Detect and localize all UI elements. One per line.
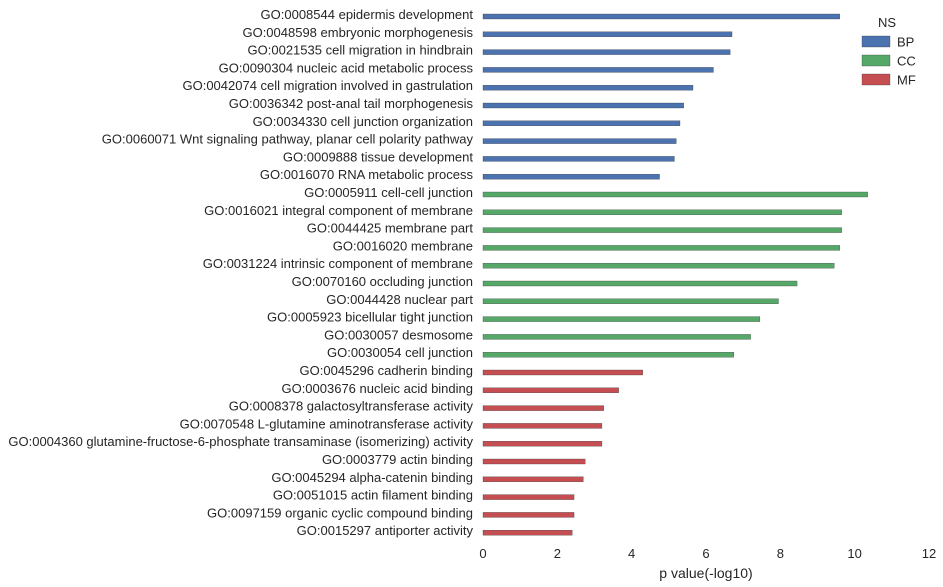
category-label: GO:0005923 bicellular tight junction [267, 310, 473, 325]
x-axis-ticks: 0 2 4 6 8 10 12 [479, 546, 936, 561]
bars [482, 13, 868, 536]
category-label: GO:0030057 desmosome [324, 327, 473, 342]
category-label: GO:0003779 actin binding [322, 452, 473, 467]
bar-mf [482, 405, 604, 411]
category-label: GO:0051015 actin filament binding [273, 488, 473, 503]
category-label: GO:0036342 post-anal tail morphogenesis [229, 96, 474, 111]
category-label: GO:0016020 membrane [333, 238, 473, 253]
category-label: GO:0097159 organic cyclic compound bindi… [207, 505, 473, 520]
bar-mf [482, 458, 586, 465]
bar-cc [482, 334, 751, 340]
bar-bp [482, 174, 660, 180]
category-label: GO:0016070 RNA metabolic process [260, 167, 474, 182]
bar-bp [482, 156, 675, 162]
x-tick-label: 4 [628, 546, 635, 561]
category-label: GO:0045294 alpha-catenin binding [271, 470, 473, 485]
category-label: GO:0042074 cell migration involved in ga… [182, 78, 473, 93]
bar-bp [482, 31, 733, 37]
bar-bp [482, 13, 840, 20]
legend-swatch-bp [861, 35, 891, 48]
category-label: GO:0044428 nuclear part [326, 292, 473, 307]
bar-mf [482, 494, 575, 500]
legend-title: NS [878, 15, 896, 30]
bar-cc [482, 352, 735, 358]
bar-mf [482, 387, 619, 393]
bar-cc [482, 191, 868, 198]
category-label: GO:0060071 Wnt signaling pathway, planar… [102, 132, 474, 147]
category-label: GO:0003676 nucleic acid binding [281, 381, 473, 396]
category-label: GO:0016021 integral component of membran… [204, 203, 473, 218]
legend: NS BP CC MF [861, 15, 916, 88]
bar-bp [482, 85, 694, 91]
legend-label-bp: BP [897, 35, 914, 50]
category-label: GO:0021535 cell migration in hindbrain [248, 43, 473, 58]
category-label: GO:0034330 cell junction organization [253, 114, 473, 129]
bar-mf [482, 530, 573, 536]
category-label: GO:0004360 glutamine-fructose-6-phosphat… [8, 434, 473, 449]
category-label: GO:0090304 nucleic acid metabolic proces… [219, 60, 474, 75]
category-label: GO:0005911 cell-cell junction [304, 185, 473, 200]
category-label: GO:0070160 occluding junction [292, 274, 473, 289]
bar-cc [482, 280, 798, 287]
category-label: GO:0030054 cell junction [327, 345, 473, 360]
x-tick-label: 6 [702, 546, 709, 561]
category-label: GO:0031224 intrinsic component of membra… [203, 256, 473, 271]
bar-mf [482, 512, 575, 518]
bar-cc [482, 209, 842, 215]
bar-cc [482, 227, 842, 233]
bar-cc [482, 316, 761, 322]
x-tick-label: 2 [554, 546, 561, 561]
x-tick-label: 0 [479, 546, 486, 561]
category-label: GO:0070548 L-glutamine aminotransferase … [180, 416, 474, 431]
legend-swatch-cc [861, 54, 891, 67]
x-tick-label: 12 [922, 546, 936, 561]
bar-mf [482, 369, 643, 376]
x-tick-label: 10 [847, 546, 861, 561]
bar-cc [482, 245, 840, 251]
bar-mf [482, 441, 603, 447]
x-tick-label: 8 [777, 546, 784, 561]
bar-mf [482, 423, 603, 429]
category-label: GO:0045296 cadherin binding [300, 363, 473, 378]
bar-bp [482, 102, 684, 109]
bar-cc [482, 298, 779, 304]
bar-bp [482, 138, 677, 144]
category-label: GO:0008544 epidermis development [261, 7, 474, 22]
category-label: GO:0008378 galactosyltransferase activit… [229, 399, 474, 414]
bar-cc [482, 263, 835, 269]
bar-bp [482, 120, 681, 126]
category-label: GO:0009888 tissue development [283, 149, 473, 164]
legend-swatch-mf [861, 73, 891, 86]
category-label: GO:0048598 embryonic morphogenesis [242, 25, 473, 40]
x-axis-title: p value(-log10) [659, 565, 752, 581]
category-labels: GO:0008544 epidermis development GO:00485… [8, 7, 473, 538]
bar-bp [482, 67, 714, 73]
category-label: GO:0015297 antiporter activity [297, 523, 474, 538]
legend-label-mf: MF [897, 73, 916, 88]
bar-bp [482, 49, 731, 55]
bar-mf [482, 476, 584, 482]
category-label: GO:0044425 membrane part [307, 221, 474, 236]
legend-label-cc: CC [897, 54, 916, 69]
